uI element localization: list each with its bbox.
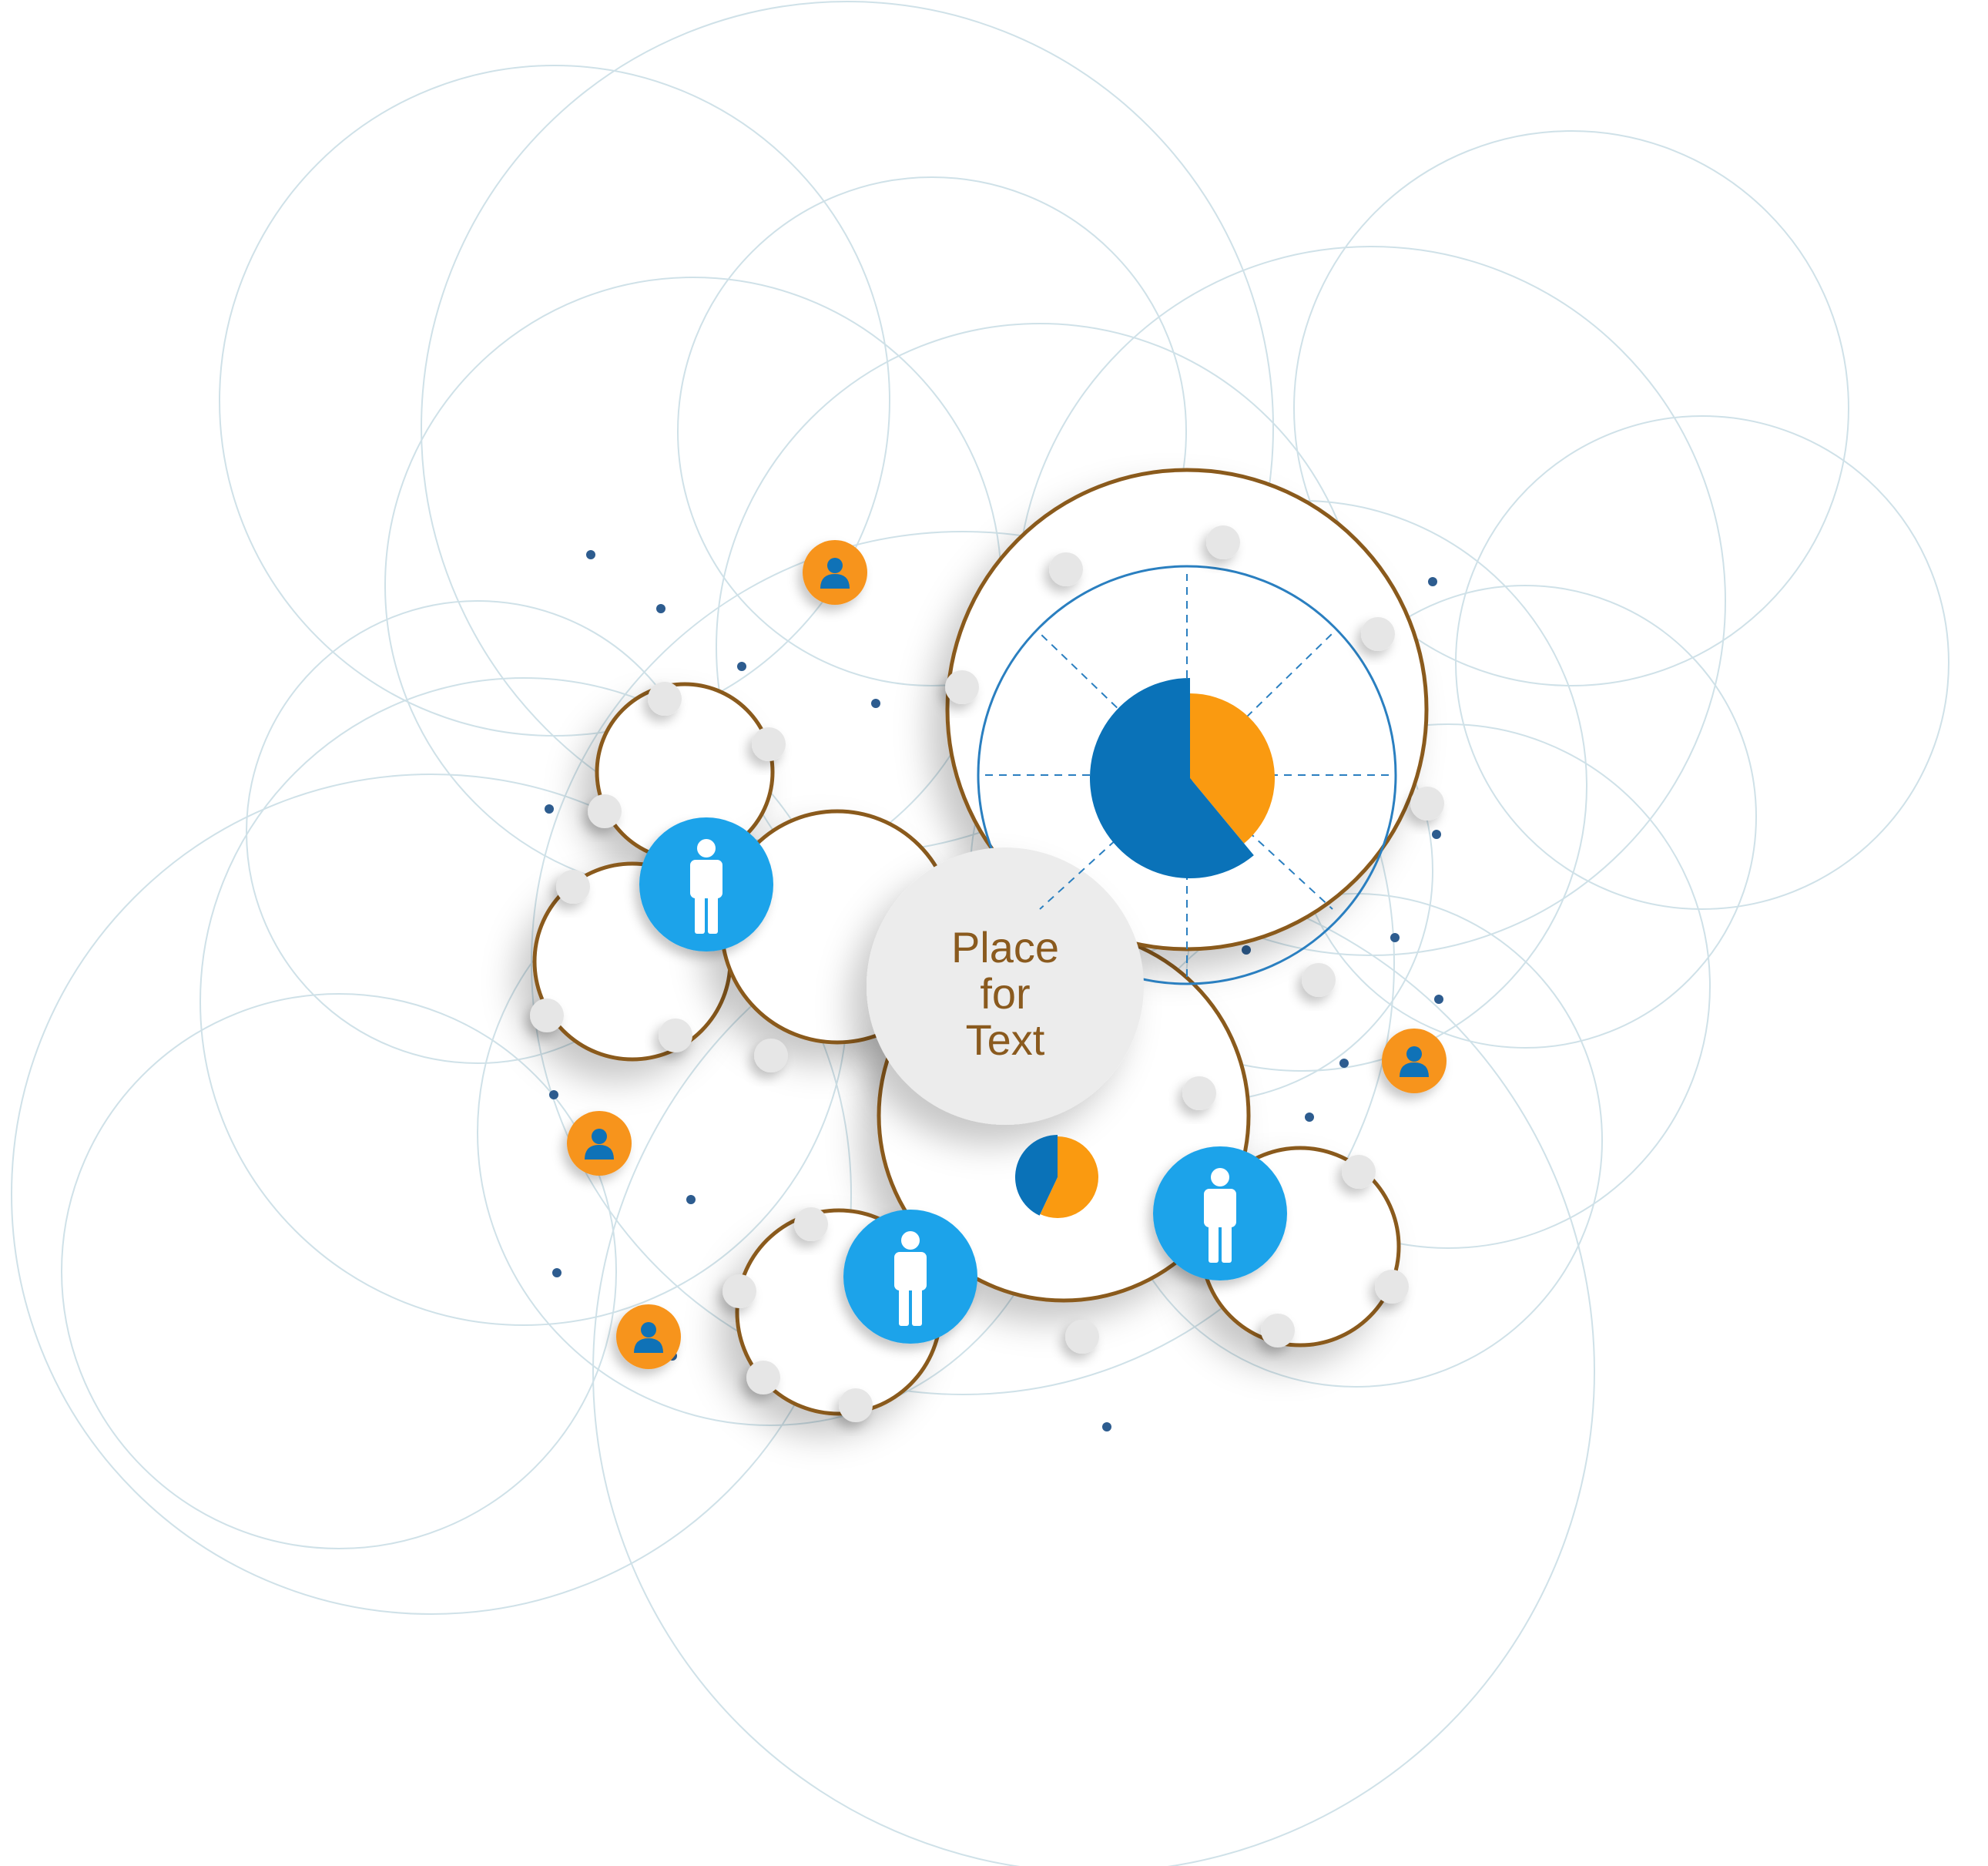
small-pie-chart — [1014, 1135, 1098, 1219]
dot — [1102, 1422, 1111, 1431]
background-circle — [531, 531, 1395, 1395]
dot — [737, 662, 746, 671]
dot — [586, 550, 595, 559]
connector-node — [752, 727, 786, 761]
user-profile-icon — [634, 1322, 663, 1353]
user-profile-icon — [1400, 1046, 1429, 1077]
user-profile-icon — [820, 558, 850, 589]
connector-node — [1049, 552, 1083, 586]
background-circle — [1455, 415, 1949, 910]
connector-node — [945, 670, 979, 704]
connector-node — [754, 1039, 788, 1072]
background-circle — [677, 176, 1187, 686]
connector-node — [794, 1207, 828, 1241]
background-circle — [61, 993, 617, 1549]
connector-node — [530, 998, 564, 1032]
pie-slice-blue — [1090, 678, 1254, 878]
pie-slice-orange — [1190, 693, 1276, 844]
dot — [686, 1195, 696, 1204]
dot — [1434, 995, 1443, 1004]
dot — [552, 1268, 562, 1277]
inner-ring — [977, 565, 1397, 985]
dot — [1339, 1059, 1349, 1068]
user-profile-icon — [585, 1129, 614, 1160]
person-standing-icon — [1204, 1168, 1236, 1263]
dot — [656, 604, 665, 613]
dot — [1305, 1113, 1314, 1122]
connector-node — [556, 870, 590, 904]
connector-node — [746, 1361, 780, 1394]
dot — [549, 1090, 558, 1099]
dot — [1428, 577, 1437, 586]
background-circle — [1293, 130, 1849, 686]
person-standing-icon — [894, 1231, 927, 1326]
user-badge-3 — [567, 1111, 632, 1176]
main-pie-chart — [1090, 678, 1276, 878]
center-text-line-2: for — [980, 969, 1030, 1018]
dot — [1390, 933, 1400, 942]
connector-node — [1375, 1270, 1409, 1304]
center-label: Place for Text — [951, 923, 1059, 1064]
background-circle — [11, 774, 852, 1615]
connector-node — [1065, 1320, 1099, 1354]
connector-node — [659, 1019, 692, 1052]
connector-node — [1342, 1155, 1376, 1189]
person-badge-1 — [639, 817, 773, 951]
center-text-line-1: Place — [951, 923, 1059, 972]
person-standing-icon — [690, 839, 722, 934]
dot — [1432, 830, 1441, 839]
connector-node — [722, 1274, 756, 1308]
background-circle — [219, 65, 890, 737]
dot — [545, 804, 554, 814]
dot — [1242, 945, 1251, 955]
user-badge-2 — [1382, 1029, 1447, 1093]
dot — [871, 699, 880, 708]
connector-node — [1182, 1076, 1216, 1110]
user-badge-4 — [616, 1304, 681, 1369]
pie-slice-orange — [1040, 1136, 1098, 1219]
center-text-line-3: Text — [966, 1015, 1045, 1064]
connector-node — [1261, 1314, 1295, 1347]
connector-node — [1302, 963, 1336, 997]
connector-node — [839, 1388, 873, 1422]
person-badge-3 — [1153, 1146, 1287, 1280]
connector-node — [1410, 787, 1444, 821]
connector-node — [1361, 617, 1395, 651]
connector-node — [588, 794, 622, 828]
connector-nodes — [530, 525, 1444, 1422]
person-badge-2 — [843, 1210, 977, 1344]
connector-node — [1206, 525, 1240, 559]
pie-slice-blue — [1014, 1135, 1058, 1216]
user-badge-1 — [803, 540, 867, 605]
connector-node — [648, 682, 682, 716]
center-disc — [867, 847, 1144, 1125]
